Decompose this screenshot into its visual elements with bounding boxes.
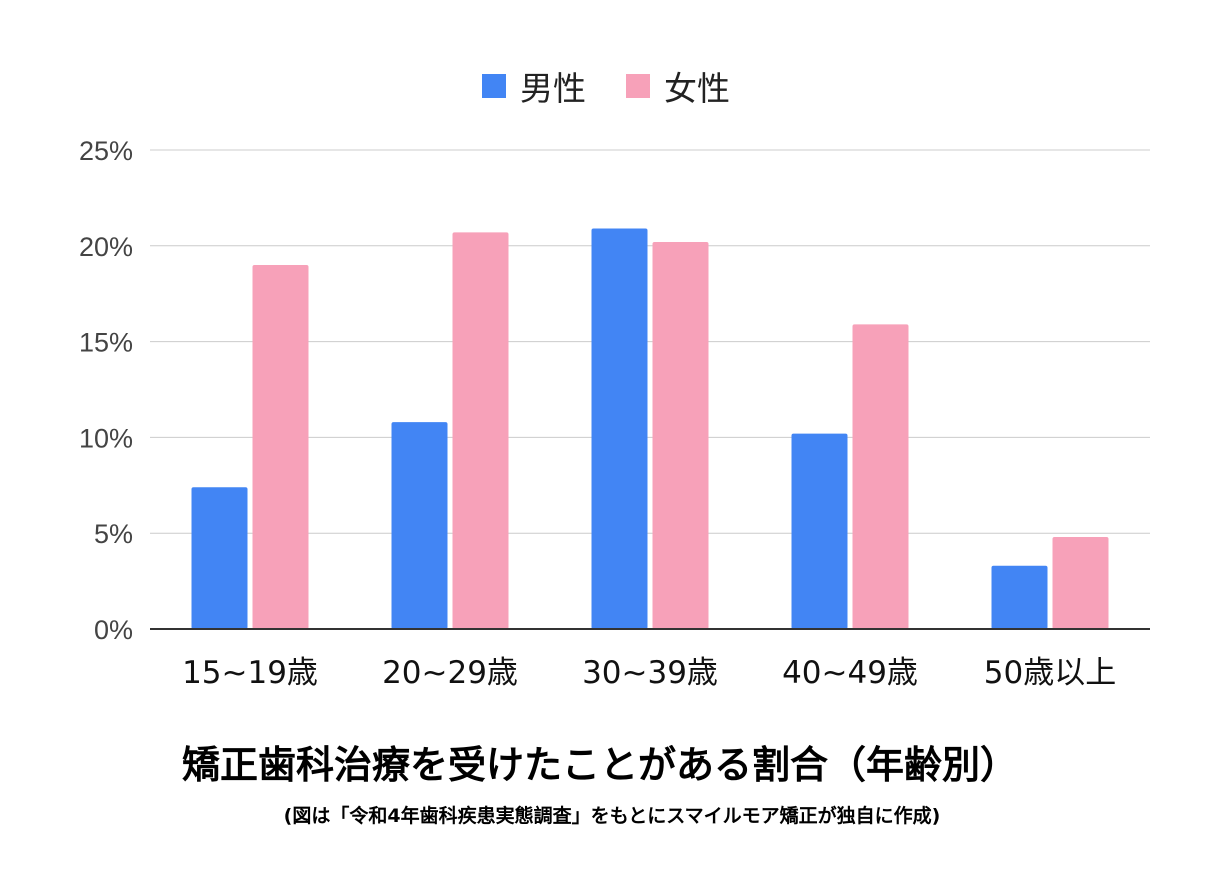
legend-swatch: [626, 74, 650, 98]
y-tick-label: 5%: [94, 519, 133, 549]
y-tick-label: 20%: [79, 232, 133, 262]
x-tick-label: 40~49歳: [782, 655, 918, 691]
y-tick-label: 10%: [79, 423, 133, 453]
legend: 男性 女性: [482, 69, 730, 108]
y-tick-label: 15%: [79, 328, 133, 358]
legend-swatch: [482, 74, 506, 98]
chart-subtitle: (図は「令和4年歯科疾患実態調査」をもとにスマイルモア矯正が独自に作成): [284, 804, 941, 827]
bar-male: [991, 565, 1048, 629]
y-axis-ticks: 0% 5% 10% 15% 20% 25%: [79, 136, 133, 645]
bar-male: [591, 228, 648, 629]
y-tick-label: 25%: [79, 136, 133, 166]
x-tick-label: 50歳以上: [984, 655, 1116, 691]
x-axis-ticks: 15~19歳 20~29歳 30~39歳 40~49歳 50歳以上: [182, 655, 1116, 691]
bars: [191, 228, 1109, 629]
y-tick-label: 0%: [94, 615, 133, 645]
gridlines: [150, 149, 1150, 534]
bar-male: [791, 433, 848, 629]
x-tick-label: 30~39歳: [582, 655, 718, 691]
bar-female: [652, 241, 709, 629]
x-tick-label: 20~29歳: [382, 655, 518, 691]
chart-title: 矯正歯科治療を受けたことがある割合（年齢別）: [182, 743, 1018, 787]
bar-female: [452, 232, 509, 629]
bar-female: [852, 324, 909, 629]
bar-male: [391, 422, 448, 629]
legend-label: 男性: [520, 69, 586, 108]
bar-female: [1052, 537, 1109, 629]
bar-male: [191, 487, 248, 629]
bar-female: [252, 264, 309, 629]
legend-label: 女性: [664, 69, 730, 108]
x-tick-label: 15~19歳: [182, 655, 318, 691]
